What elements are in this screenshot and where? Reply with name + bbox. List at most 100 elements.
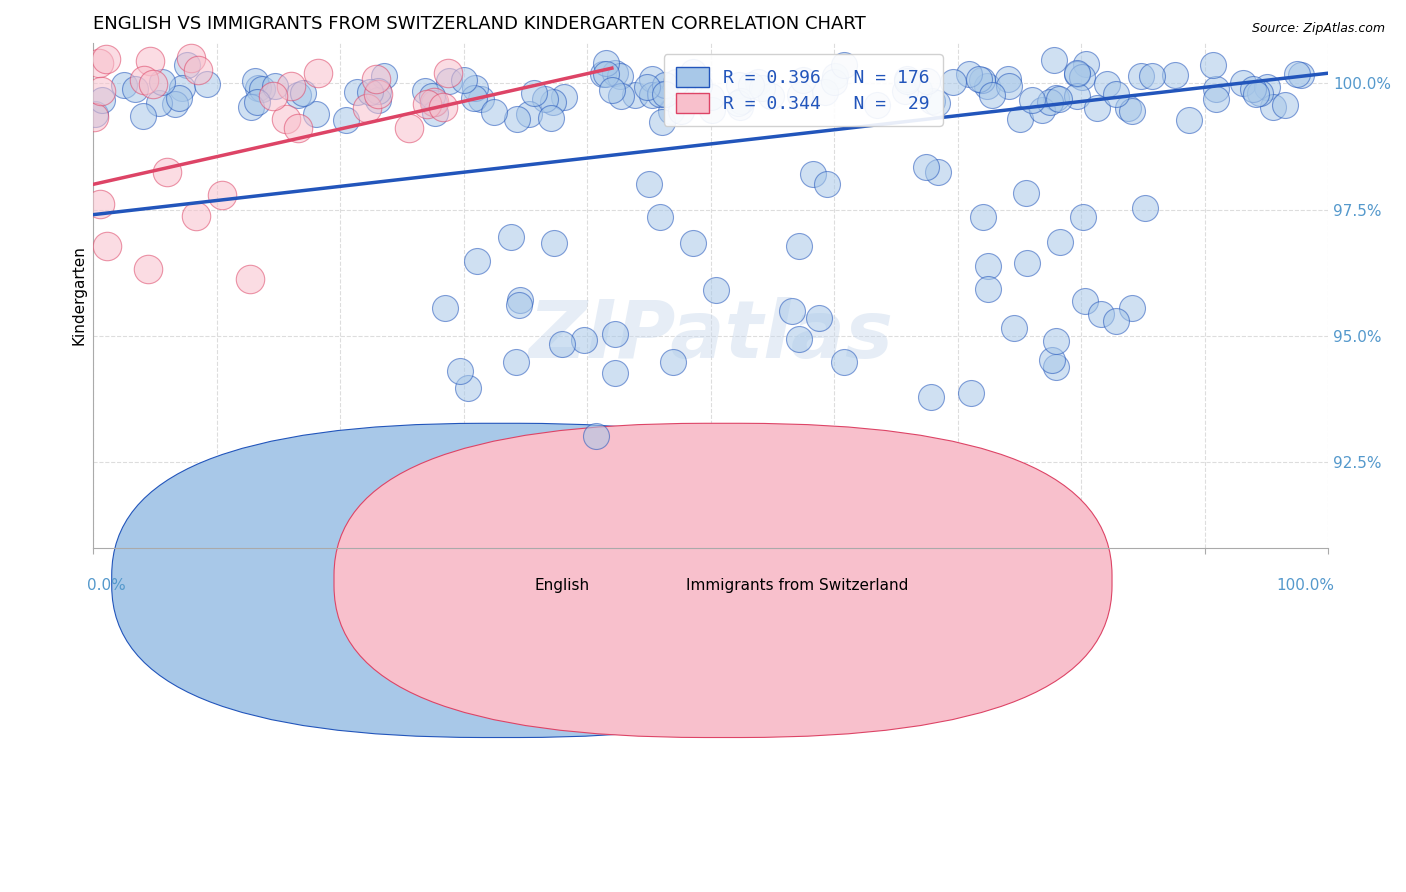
Point: [957, 67, 980, 81]
Point: [187, 63, 209, 78]
Point: [543, 235, 565, 250]
Point: [1039, 95, 1062, 110]
Point: [434, 301, 457, 316]
Point: [814, 85, 837, 99]
Point: [1205, 92, 1227, 106]
Point: [1289, 68, 1312, 82]
Point: [246, 80, 269, 95]
Point: [650, 210, 672, 224]
Point: [176, 58, 198, 72]
Point: [139, 54, 162, 69]
Point: [398, 121, 420, 136]
Point: [83, 110, 105, 124]
Point: [1071, 210, 1094, 224]
Point: [1008, 112, 1031, 126]
Point: [605, 327, 627, 342]
Point: [517, 107, 540, 121]
Point: [367, 87, 389, 101]
Point: [1043, 53, 1066, 67]
Point: [291, 86, 314, 100]
Point: [1015, 186, 1038, 200]
Point: [1256, 79, 1278, 94]
Point: [287, 87, 309, 102]
Point: [740, 78, 762, 92]
Point: [172, 81, 194, 95]
Text: ENGLISH VS IMMIGRANTS FROM SWITZERLAND KINDERGARTEN CORRELATION CHART: ENGLISH VS IMMIGRANTS FROM SWITZERLAND K…: [93, 15, 866, 33]
Point: [832, 355, 855, 369]
Point: [367, 83, 389, 97]
Point: [346, 85, 368, 99]
Point: [662, 354, 685, 368]
Point: [915, 74, 938, 88]
Point: [896, 73, 918, 87]
Point: [659, 104, 682, 119]
Point: [1133, 201, 1156, 215]
Point: [142, 77, 165, 91]
Point: [1097, 77, 1119, 91]
Point: [1105, 314, 1128, 328]
Point: [585, 429, 607, 443]
Point: [704, 283, 727, 297]
Point: [605, 366, 627, 380]
Point: [727, 96, 749, 111]
Point: [1263, 100, 1285, 114]
Y-axis label: Kindergarten: Kindergarten: [72, 245, 86, 345]
Point: [264, 79, 287, 94]
Point: [423, 105, 446, 120]
Point: [453, 72, 475, 87]
Point: [239, 271, 262, 285]
Point: [94, 52, 117, 66]
Point: [896, 71, 918, 86]
Point: [908, 82, 931, 96]
Point: [156, 165, 179, 179]
Point: [124, 82, 146, 96]
Point: [1074, 294, 1097, 309]
Point: [1121, 103, 1143, 118]
Point: [367, 93, 389, 107]
Point: [640, 72, 662, 87]
Point: [751, 81, 773, 95]
Point: [728, 100, 751, 114]
Point: [824, 70, 846, 84]
Point: [1015, 256, 1038, 270]
Point: [240, 100, 263, 114]
Point: [1105, 87, 1128, 102]
Point: [728, 78, 751, 92]
Point: [801, 167, 824, 181]
Point: [1140, 69, 1163, 83]
Point: [523, 87, 546, 101]
Point: [894, 84, 917, 98]
Point: [1070, 70, 1092, 84]
Point: [623, 88, 645, 103]
Point: [540, 111, 562, 125]
Point: [467, 254, 489, 268]
Point: [287, 121, 309, 136]
Point: [501, 229, 523, 244]
Point: [132, 73, 155, 87]
Point: [927, 165, 949, 179]
Point: [997, 72, 1019, 87]
Point: [700, 103, 723, 117]
Point: [610, 88, 633, 103]
Point: [1116, 101, 1139, 115]
Point: [1021, 93, 1043, 107]
Point: [1002, 321, 1025, 335]
Point: [638, 177, 661, 191]
Point: [509, 293, 531, 308]
Point: [780, 304, 803, 318]
Point: [1066, 67, 1088, 81]
Point: [1246, 87, 1268, 102]
Point: [373, 70, 395, 84]
Point: [505, 355, 527, 369]
Point: [252, 82, 274, 96]
Point: [84, 106, 107, 120]
Text: 0.0%: 0.0%: [87, 578, 125, 593]
Point: [792, 73, 814, 87]
Point: [420, 89, 443, 103]
Point: [672, 76, 695, 90]
Point: [90, 84, 112, 98]
Point: [682, 65, 704, 79]
Point: [789, 88, 811, 103]
Point: [1045, 359, 1067, 374]
Point: [920, 390, 942, 404]
